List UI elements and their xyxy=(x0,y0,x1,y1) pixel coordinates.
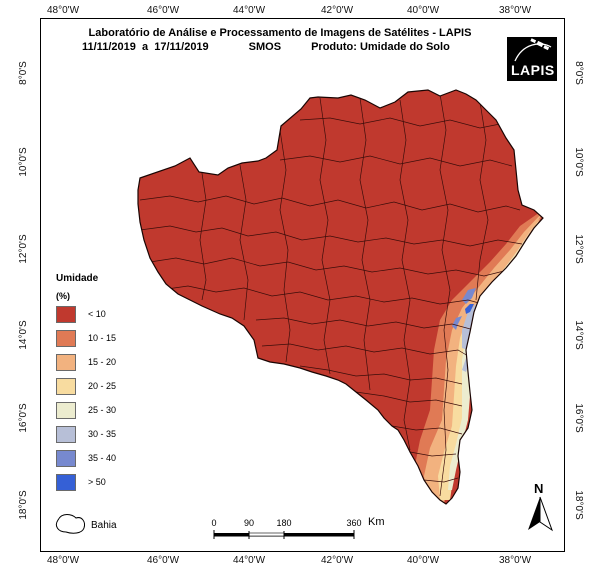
coastal-moisture-zones xyxy=(139,93,543,504)
legend-item: 15 - 20 xyxy=(56,352,116,372)
legend-swatch xyxy=(56,305,76,323)
legend-swatch xyxy=(56,377,76,395)
legend-label: < 10 xyxy=(88,309,106,319)
tick-top-44w: 44°0'W xyxy=(232,5,266,16)
state-fill xyxy=(138,90,543,504)
tick-bottom-48w: 48°0'W xyxy=(46,555,80,566)
legend-item: 10 - 15 xyxy=(56,328,116,348)
satellite-icon xyxy=(514,38,552,62)
north-label: N xyxy=(534,481,544,496)
legend-unit: (%) xyxy=(56,291,70,301)
tick-bottom-40w: 40°0'W xyxy=(406,555,440,566)
period-range: 11/11/2019 a 17/11/2019 xyxy=(82,40,209,54)
zone-35-40-b xyxy=(452,316,462,330)
legend-title: Umidade xyxy=(56,273,99,284)
period-separator: a xyxy=(141,41,149,53)
legend-swatch xyxy=(56,401,76,419)
legend-swatch xyxy=(56,353,76,371)
tick-top-38w: 38°0'W xyxy=(498,5,532,16)
tick-top-40w: 40°0'W xyxy=(406,5,440,16)
legend-swatch xyxy=(56,449,76,467)
legend-item: > 50 xyxy=(56,472,116,492)
tick-top-48w: 48°0'W xyxy=(46,5,80,16)
legend: Umidade (%) < 10 10 - 15 15 - 20 20 - 25 25 … xyxy=(56,272,116,496)
legend-item: 20 - 25 xyxy=(56,376,116,396)
legend-rows: < 10 10 - 15 15 - 20 20 - 25 25 - 30 30 - 35 3… xyxy=(56,304,116,492)
period-start: 11/11/2019 xyxy=(82,41,136,53)
scale-unit: Km xyxy=(368,516,385,528)
north-arrow-icon xyxy=(528,496,553,532)
legend-label: 10 - 15 xyxy=(88,333,117,343)
legend-item: < 10 xyxy=(56,304,116,324)
scale-tick-360: 360 xyxy=(346,518,362,528)
legend-item: 35 - 40 xyxy=(56,448,116,468)
zone-35-40 xyxy=(462,288,476,304)
legend-swatch xyxy=(56,329,76,347)
title-lab-name: Laboratório de Análise e Processamento d… xyxy=(88,27,472,39)
tick-bottom-38w: 38°0'W xyxy=(498,555,532,566)
legend-label: > 50 xyxy=(88,477,106,487)
legend-label: 25 - 30 xyxy=(88,405,117,415)
zone-25-30 xyxy=(448,222,536,490)
scale-tick-0: 0 xyxy=(211,518,217,528)
legend-item: 30 - 35 xyxy=(56,424,116,444)
legend-swatch xyxy=(56,425,76,443)
scale-tick-90: 90 xyxy=(243,518,255,528)
scale-tick-180: 180 xyxy=(276,518,292,528)
tick-top-46w: 46°0'W xyxy=(146,5,180,16)
municipality-boundaries xyxy=(139,93,523,497)
legend-swatch xyxy=(56,473,76,491)
tick-bottom-42w: 42°0'W xyxy=(320,555,354,566)
scale-bar xyxy=(213,530,355,539)
logo-text: LAPIS xyxy=(511,62,555,78)
period-end: 17/11/2019 xyxy=(154,41,209,53)
inset-label: Bahia xyxy=(91,520,117,531)
tick-top-42w: 42°0'W xyxy=(320,5,354,16)
legend-label: 15 - 20 xyxy=(88,357,117,367)
map-title: Laboratório de Análise e Processamento d… xyxy=(60,26,500,54)
tick-bottom-44w: 44°0'W xyxy=(232,555,266,566)
sensor-label: SMOS xyxy=(248,41,282,53)
zone-over-50 xyxy=(465,304,474,314)
legend-label: 35 - 40 xyxy=(88,453,117,463)
product-label: Produto: Umidade do Solo xyxy=(311,41,450,53)
legend-label: 30 - 35 xyxy=(88,429,117,439)
lapis-logo: LAPIS xyxy=(507,37,557,81)
tick-bottom-46w: 46°0'W xyxy=(146,555,180,566)
legend-label: 20 - 25 xyxy=(88,381,117,391)
title-subline: 11/11/2019 a 17/11/2019 SMOS Produto: Um… xyxy=(60,40,500,54)
legend-item: 25 - 30 xyxy=(56,400,116,420)
bahia-inset-icon xyxy=(55,514,85,534)
